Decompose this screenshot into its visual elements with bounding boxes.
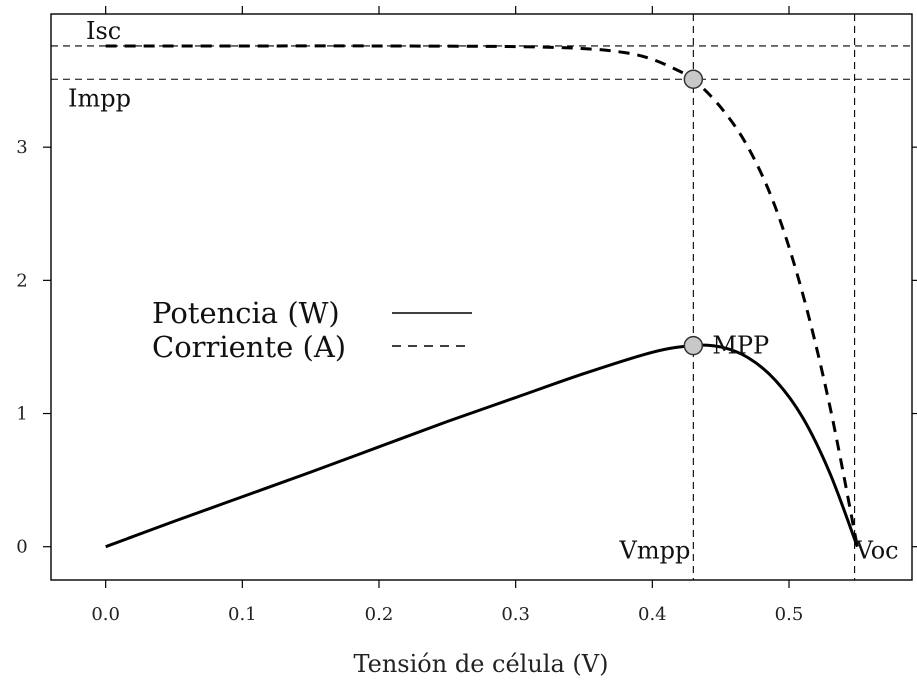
x-tick-label: 0.3 (501, 604, 530, 625)
legend-entry-corriente: Corriente (A) (152, 330, 346, 364)
y-tick-label: 2 (16, 270, 27, 291)
plot-frame (50, 13, 913, 581)
series-line-corriente (105, 44, 859, 547)
y-tick-label: 0 (16, 537, 27, 558)
impp-label: Impp (68, 84, 131, 112)
y-tick-label: 1 (16, 404, 27, 425)
legend: Potencia (W) Corriente (A) (152, 296, 472, 364)
mpp-point (683, 335, 704, 356)
x-tick-label: 0.2 (365, 604, 394, 625)
legend-entry-potencia: Potencia (W) (152, 296, 340, 330)
x-axis-ticks: 0.0 0.1 0.2 0.3 0.4 0.5 (91, 6, 803, 625)
x-tick-label: 0.4 (638, 604, 667, 625)
x-axis-label: Tensión de célula (V) (354, 650, 609, 678)
series-line-potencia (105, 343, 859, 549)
vmpp-label: Vmpp (619, 537, 691, 565)
y-axis-ticks: 0 1 2 3 (16, 137, 917, 558)
current-mpp-point (683, 69, 704, 90)
x-tick-label: 0.0 (91, 604, 120, 625)
voc-label: Voc (855, 537, 899, 565)
x-tick-label: 0.5 (775, 604, 804, 625)
y-tick-label: 3 (16, 137, 27, 158)
mpp-label: MPP (712, 332, 769, 360)
isc-label: Isc (86, 17, 121, 45)
x-tick-label: 0.1 (228, 604, 257, 625)
